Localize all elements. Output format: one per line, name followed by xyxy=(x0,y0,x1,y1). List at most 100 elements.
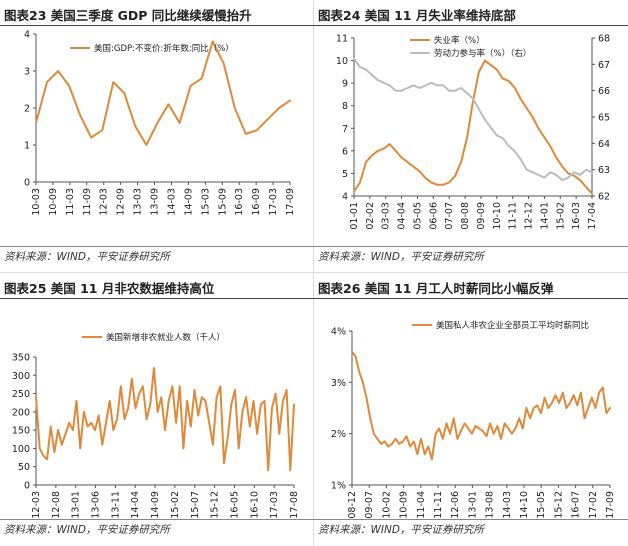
series-line-0 xyxy=(35,367,295,472)
x-tick-label: 15-02 xyxy=(555,202,566,230)
y-tick-label: 10 xyxy=(336,56,348,67)
x-tick-label: 14-09 xyxy=(183,188,194,216)
y-tick-label: 4 xyxy=(24,30,30,41)
y-right-tick-label: 67 xyxy=(598,60,610,71)
x-tick-label: 10-09 xyxy=(48,188,59,216)
x-tick-label: 14-04 xyxy=(130,491,141,519)
legend-label: 失业率（%） xyxy=(434,35,485,46)
x-tick-label: 06-06 xyxy=(428,202,439,230)
x-tick-label: 07-07 xyxy=(444,202,455,230)
source-rule xyxy=(0,246,314,247)
panel-title: 图表25 美国 11 月非农数据维持高位 xyxy=(4,281,215,296)
x-tick-label: 15-12 xyxy=(210,491,221,519)
x-tick-label: 13-03 xyxy=(133,188,144,216)
x-tick-label: 14-03 xyxy=(166,188,177,216)
x-tick-label: 15-07 xyxy=(190,491,201,519)
x-tick-label: 13-01 xyxy=(71,491,82,519)
x-tick-label: 12-08 xyxy=(51,491,62,519)
x-tick-label: 09-09 xyxy=(476,202,487,230)
x-tick-label: 13-06 xyxy=(91,491,102,519)
x-tick-label: 13-01 xyxy=(467,491,478,519)
x-tick-label: 17-04 xyxy=(587,202,598,230)
vertical-divider xyxy=(313,0,314,546)
y-tick-label: 3% xyxy=(331,378,346,389)
x-tick-label: 12-03 xyxy=(31,491,42,519)
y-tick-label: 4 xyxy=(342,192,348,203)
y-tick-label: 3 xyxy=(24,67,30,78)
x-tick-label: 13-09 xyxy=(150,188,161,216)
x-tick-label: 17-09 xyxy=(285,188,296,216)
x-tick-label: 08-08 xyxy=(460,202,471,230)
y-tick-label: 1 xyxy=(24,141,30,152)
y-tick-label: 7 xyxy=(342,124,348,135)
x-tick-label: 16-09 xyxy=(251,188,262,216)
chart-panel-nonfarm: 图表25 美国 11 月非农数据维持高位 0 50 100 150 200 250 300 3… xyxy=(0,273,314,546)
x-tick-label: 17-03 xyxy=(269,491,280,519)
x-tick-label: 11-03 xyxy=(65,188,76,216)
nonfarm-line-chart: 0 50 100 150 200 250 300 350 12-03 12-08 13-01 13-0… xyxy=(12,332,300,519)
series-line-1 xyxy=(353,58,593,182)
y-tick-label: 4% xyxy=(331,327,346,338)
x-tick-label: 15-05 xyxy=(536,491,547,519)
x-tick-label: 12-09 xyxy=(116,188,127,216)
x-tick-label: 02-02 xyxy=(365,202,376,230)
chart-panel-wages: 图表26 美国 11 月工人时薪同比小幅反弹 1% 2% 3% 4% 08-12 09-0… xyxy=(314,273,628,546)
y-tick-label: 0 xyxy=(24,178,30,189)
x-tick-label: 16-07 xyxy=(571,491,582,519)
x-tick-label: 14-01 xyxy=(539,202,550,230)
x-tick-label: 08-12 xyxy=(347,491,358,519)
x-tick-label: 10-02 xyxy=(381,491,392,519)
y-tick-label: 6 xyxy=(342,146,348,157)
x-tick-label: 11-11 xyxy=(433,491,444,519)
x-tick-label: 13-11 xyxy=(110,491,121,519)
gdp-line-chart: 0 1 2 3 4 10-03 10-09 11-03 11-09 12-03 12-09 13-03… xyxy=(24,30,296,216)
legend-label: 美国:GDP:不变价:折年数:同比（%） xyxy=(94,43,234,54)
y-tick-label: 200 xyxy=(12,407,30,418)
y-right-tick-label: 66 xyxy=(598,86,610,97)
x-tick-label: 01-01 xyxy=(349,202,360,230)
panel-title: 图表24 美国 11 月失业率维持底部 xyxy=(318,8,516,23)
legend-label: 美国私人非农企业全部员工平均时薪同比 xyxy=(436,320,589,331)
x-tick-label: 16-03 xyxy=(234,188,245,216)
series-line-0 xyxy=(35,40,291,146)
y-tick-label: 2% xyxy=(331,429,346,440)
y-tick-label: 5 xyxy=(342,169,348,180)
source-note: 资料来源：WIND，平安证券研究所 xyxy=(318,524,484,536)
x-tick-label: 14-10 xyxy=(519,491,530,519)
x-tick-label: 14-09 xyxy=(150,491,161,519)
x-tick-label: 12-03 xyxy=(99,188,110,216)
x-tick-label: 17-03 xyxy=(268,188,279,216)
y-tick-label: 0 xyxy=(24,481,30,492)
wages-line-chart: 1% 2% 3% 4% 08-12 09-07 10-02 10-09 11-04 11-11 12… xyxy=(331,320,616,519)
x-tick-label: 10-10 xyxy=(492,202,503,230)
x-tick-label: 16-03 xyxy=(571,202,582,230)
y-tick-label: 350 xyxy=(12,353,30,364)
y-right-tick-label: 68 xyxy=(598,34,610,45)
title-rule xyxy=(0,25,314,26)
x-tick-label: 15-02 xyxy=(170,491,181,519)
source-note: 资料来源：WIND，平安证券研究所 xyxy=(318,251,484,263)
x-tick-label: 13-08 xyxy=(485,491,496,519)
y-right-tick-label: 62 xyxy=(598,192,610,203)
legend-label: 劳动力参与率（%）（右） xyxy=(434,48,531,59)
y-right-tick-label: 63 xyxy=(598,165,610,176)
x-tick-label: 10-03 xyxy=(31,188,42,216)
x-tick-label: 16-10 xyxy=(249,491,260,519)
x-tick-label: 11-09 xyxy=(82,188,93,216)
horizontal-divider xyxy=(0,272,628,273)
x-tick-label: 11-04 xyxy=(416,491,427,519)
x-tick-label: 15-09 xyxy=(217,188,228,216)
source-rule xyxy=(314,519,628,520)
chart-panel-unemployment: 图表24 美国 11 月失业率维持底部 4 5 6 7 8 9 10 11 62 63 64 65 66… xyxy=(314,0,628,273)
x-tick-label: 14-03 xyxy=(502,491,513,519)
y-tick-label: 50 xyxy=(18,462,30,473)
chart-panel-gdp: 图表23 美国三季度 GDP 同比继续缓慢抬升 0 1 2 3 4 10-03 10-09 1… xyxy=(0,0,314,273)
series-line-0 xyxy=(351,350,611,461)
x-tick-label: 16-05 xyxy=(229,491,240,519)
y-tick-label: 11 xyxy=(336,34,348,45)
y-tick-label: 250 xyxy=(12,389,30,400)
x-tick-label: 12-12 xyxy=(524,202,535,230)
y-tick-label: 150 xyxy=(12,426,30,437)
x-tick-label: 05-05 xyxy=(412,202,423,230)
y-tick-label: 8 xyxy=(342,101,348,112)
